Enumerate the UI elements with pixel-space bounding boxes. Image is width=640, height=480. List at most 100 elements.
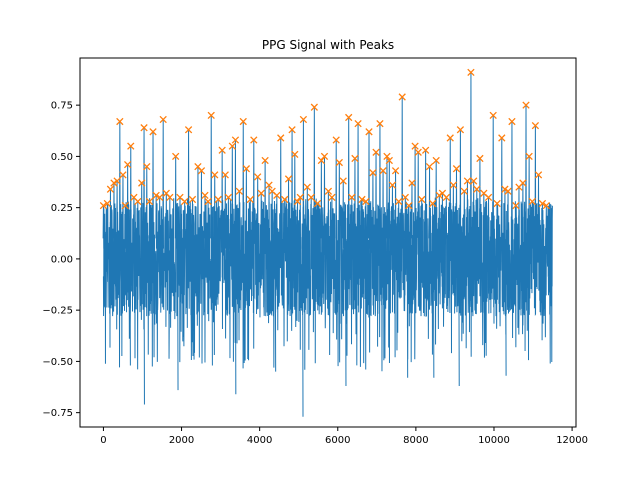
peak-marker: [317, 156, 326, 165]
peak-marker: [231, 136, 240, 144]
y-tick-label: 0.50: [51, 152, 73, 163]
y-tick-label: 0.00: [51, 254, 73, 265]
peak-marker: [181, 197, 189, 206]
peak-marker: [489, 111, 497, 120]
peak-marker: [345, 113, 353, 122]
peak-marker: [273, 191, 281, 200]
peak-marker: [119, 171, 127, 179]
peak-marker: [369, 169, 377, 177]
peak-marker: [538, 199, 547, 208]
peak-marker: [307, 193, 315, 202]
peak-marker: [398, 93, 406, 101]
peak-marker: [405, 201, 413, 210]
peak-marker: [303, 183, 311, 191]
peak-marker: [296, 193, 304, 202]
peak-marker: [166, 193, 174, 202]
peak-marker: [418, 195, 426, 204]
peak-marker: [138, 179, 146, 187]
peak-marker: [214, 195, 222, 204]
peak-marker: [254, 173, 262, 181]
peak-marker: [525, 152, 533, 161]
peak-marker: [224, 193, 233, 202]
peak-marker: [99, 201, 108, 210]
peak-marker: [143, 162, 151, 171]
peak-marker: [280, 195, 289, 204]
peak-marker: [498, 134, 506, 142]
y-tick-label: −0.25: [42, 306, 73, 317]
peak-marker: [358, 195, 366, 204]
peak-marker: [328, 193, 336, 202]
peak-marker: [313, 199, 322, 208]
peak-marker: [508, 117, 516, 126]
peak-marker: [348, 193, 356, 202]
peak-marker: [123, 160, 132, 169]
peak-marker: [519, 179, 527, 187]
peak-markers: [99, 68, 550, 210]
peak-marker: [207, 111, 215, 120]
peak-marker: [379, 167, 387, 175]
peak-marker: [534, 171, 543, 179]
y-tick-label: 0.25: [51, 203, 73, 214]
peak-marker: [134, 197, 142, 206]
x-tick-label: 2000: [169, 435, 194, 446]
ppg-signal-line: [102, 72, 553, 417]
x-tick-label: 0: [100, 435, 106, 446]
x-tick-label: 8000: [403, 435, 428, 446]
peak-marker: [473, 185, 481, 193]
peak-marker: [156, 193, 164, 202]
peak-marker: [250, 136, 258, 144]
peak-marker: [408, 179, 416, 187]
peak-marker: [365, 128, 373, 136]
peak-marker: [411, 142, 419, 150]
peak-marker: [395, 197, 403, 206]
peak-marker: [257, 189, 265, 197]
peak-marker: [288, 126, 296, 134]
peak-marker: [121, 201, 129, 210]
peak-marker: [414, 148, 422, 156]
peak-marker: [277, 134, 285, 142]
peak-marker: [372, 148, 380, 156]
peak-marker: [242, 165, 251, 173]
peak-marker: [284, 175, 293, 183]
peak-marker: [320, 152, 329, 161]
y-axis-ticks: −0.75 −0.50 −0.25 0.00 0.25 0.50 0.75: [42, 101, 80, 419]
peak-marker: [235, 187, 244, 195]
peak-marker: [432, 156, 440, 165]
y-tick-label: −0.50: [42, 357, 73, 368]
peak-marker: [493, 199, 501, 208]
peak-marker: [339, 177, 347, 185]
peak-marker: [291, 150, 299, 159]
peak-marker: [218, 146, 226, 154]
peak-marker: [204, 197, 212, 206]
peak-marker: [127, 142, 135, 150]
peak-marker: [522, 101, 530, 109]
peak-marker: [383, 152, 391, 161]
peak-marker: [145, 197, 154, 206]
peak-marker: [446, 134, 454, 142]
peak-marker: [385, 156, 393, 165]
peak-marker: [324, 187, 333, 195]
peak-marker: [113, 177, 121, 185]
peak-marker: [388, 181, 397, 189]
peak-marker: [239, 117, 247, 126]
axes-frame: [79, 57, 577, 428]
y-tick-label: 0.75: [51, 101, 73, 112]
peak-marker: [103, 199, 111, 208]
peak-marker: [542, 201, 550, 210]
peak-marker: [149, 128, 157, 136]
peak-marker: [354, 119, 362, 128]
peak-marker: [335, 158, 343, 167]
peak-marker: [197, 167, 206, 175]
peak-marker: [221, 171, 229, 179]
peak-marker: [442, 193, 450, 202]
peak-marker: [106, 185, 115, 193]
x-tick-label: 12000: [556, 435, 588, 446]
chart-title: PPG Signal with Peaks: [262, 38, 394, 52]
peak-marker: [421, 146, 430, 154]
peak-marker: [463, 177, 472, 185]
peak-marker: [140, 124, 148, 132]
peak-marker: [265, 181, 273, 189]
x-tick-label: 6000: [325, 435, 350, 446]
peak-marker: [476, 154, 484, 163]
